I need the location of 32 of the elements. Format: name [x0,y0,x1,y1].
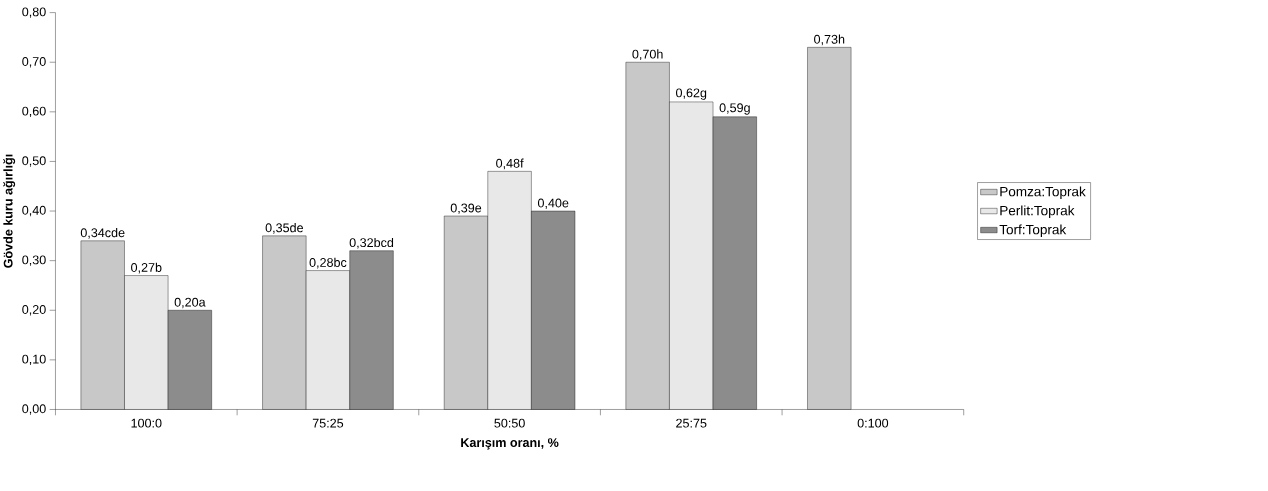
data-label: 0,40e [537,198,569,209]
data-label: 0,39e [450,203,482,214]
data-label: 0,20a [174,297,206,309]
y-tick-label: 0,50 [22,156,46,167]
data-label: 0,73h [814,34,845,46]
data-label: 0,35de [265,223,303,234]
y-tick-label: 0,70 [22,57,46,68]
data-label: 0,28bc [309,257,347,269]
data-label: 0,62g [676,88,707,100]
x-axis-title: Karışım oranı, % [461,438,559,450]
legend-label: Torf:Toprak [999,224,1067,238]
data-label: 0,34cde [80,227,125,239]
x-tick-label: 50:50 [494,418,525,428]
legend-label: Perlit:Toprak [1000,205,1075,219]
data-label: 0,32bcd [349,237,394,249]
x-tick-label: 75:25 [312,418,344,428]
legend-label: Pomza:Toprak [1000,186,1086,200]
y-tick-label: 0,40 [22,205,46,217]
y-tick-label: 0,00 [22,404,46,415]
y-tick-label: 0,30 [22,255,46,266]
y-tick-label: 0,20 [22,305,46,316]
data-label: 0,27b [131,262,162,274]
data-label: 0,70h [632,49,663,61]
y-tick-label: 0,10 [22,354,46,366]
y-tick-label: 0,80 [22,7,46,18]
data-label: 0,48f [496,158,524,170]
y-axis-title: Gövde kuru ağırlığı [3,154,16,268]
x-tick-label: 0:100 [857,418,889,428]
x-tick-label: 100:0 [131,418,162,428]
y-tick-label: 0,60 [22,106,46,118]
x-tick-label: 25:75 [676,418,707,428]
data-label: 0,59g [719,103,750,115]
